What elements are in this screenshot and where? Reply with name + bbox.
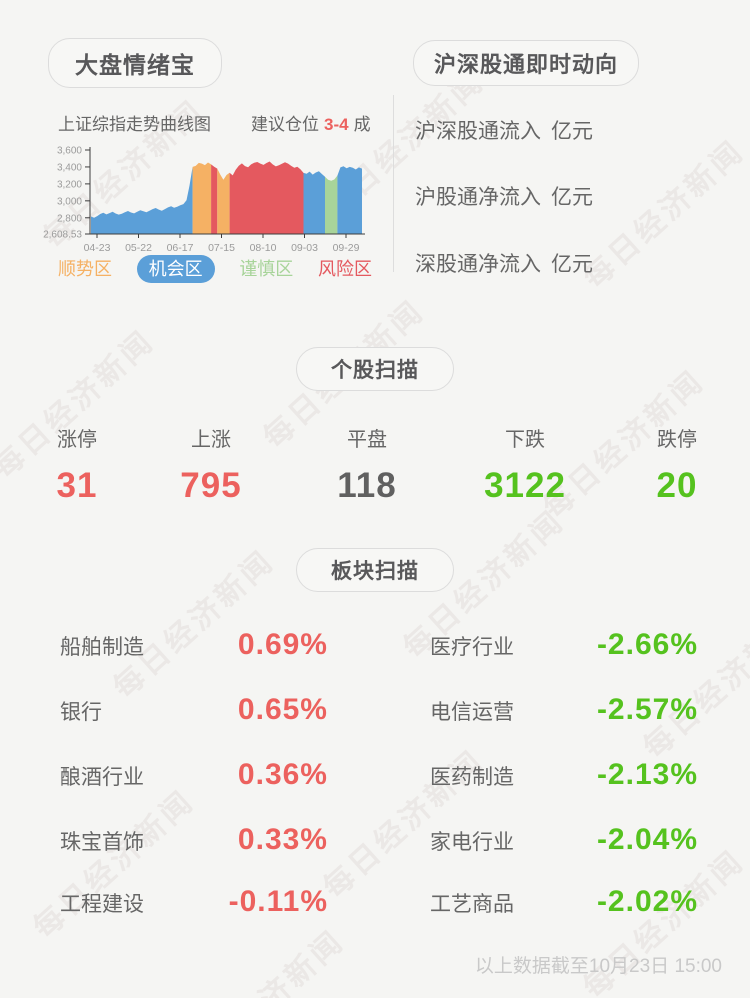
- stat-down: 下跌 3122: [460, 423, 590, 506]
- stock-connect-label: 深股通净流入: [415, 253, 541, 276]
- sector-name: 电信运营: [430, 701, 514, 724]
- stat-value: 3122: [484, 466, 566, 505]
- stat-label: 涨停: [57, 429, 97, 451]
- sector-name: 银行: [60, 701, 102, 724]
- sector-scan-section-title: 板块扫描: [296, 548, 454, 592]
- sector-row: 家电行业 -2.04%: [430, 823, 698, 857]
- data-cutoff-note: 以上数据截至10月23日 15:00: [474, 956, 722, 977]
- stat-label: 平盘: [347, 429, 387, 451]
- sector-row: 工艺商品 -2.02%: [430, 885, 698, 919]
- svg-text:07-15: 07-15: [208, 242, 235, 254]
- sector-pct: 0.69%: [237, 628, 328, 661]
- stat-flat: 平盘 118: [302, 423, 432, 506]
- legend-caution-zone: 谨慎区: [239, 259, 294, 279]
- stat-label: 下跌: [505, 429, 545, 451]
- stock-connect-unit: 亿元: [551, 186, 593, 209]
- sector-pct: -0.11%: [228, 885, 328, 918]
- svg-text:09-03: 09-03: [291, 242, 318, 254]
- stock-connect-row-hs-inflow: 沪深股通流入 亿元: [415, 115, 593, 145]
- stat-label: 跌停: [657, 429, 697, 451]
- stat-value: 795: [180, 466, 242, 505]
- stat-label: 上涨: [191, 429, 231, 451]
- sector-name: 工程建设: [60, 893, 144, 916]
- sector-row: 珠宝首饰 0.33%: [60, 823, 328, 857]
- sector-pct: 0.65%: [237, 693, 328, 726]
- sector-row: 工程建设 -0.11%: [60, 885, 328, 919]
- svg-text:05-22: 05-22: [125, 242, 152, 254]
- sector-row: 酿酒行业 0.36%: [60, 758, 328, 792]
- stock-connect-label: 沪股通净流入: [415, 186, 541, 209]
- sector-pct: -2.57%: [596, 693, 698, 726]
- svg-text:2,608.53: 2,608.53: [43, 230, 82, 241]
- svg-text:2,800: 2,800: [57, 213, 82, 224]
- svg-text:04-23: 04-23: [84, 242, 111, 254]
- stock-connect-unit: 亿元: [551, 253, 593, 276]
- legend-risk-zone: 风险区: [317, 259, 372, 279]
- svg-text:09-29: 09-29: [333, 242, 360, 254]
- sector-name: 医药制造: [430, 766, 514, 789]
- sector-row: 医药制造 -2.13%: [430, 758, 698, 792]
- svg-text:3,000: 3,000: [57, 196, 82, 207]
- svg-text:06-17: 06-17: [167, 242, 194, 254]
- stat-value: 118: [337, 466, 397, 505]
- stat-limit-up: 涨停 31: [12, 423, 142, 506]
- sentiment-chart-box: 3,600 3,400 3,200 3,000 2,800 2,608.53 04-23 05…: [40, 144, 370, 258]
- stock-connect-section-title: 沪深股通即时动向: [413, 40, 640, 86]
- sector-name: 珠宝首饰: [60, 831, 144, 854]
- sector-row: 船舶制造 0.69%: [60, 628, 328, 662]
- suggestion-value: 3-4: [324, 115, 349, 134]
- svg-text:3,400: 3,400: [57, 162, 82, 173]
- sector-pct: -2.13%: [596, 758, 698, 791]
- sector-name: 家电行业: [430, 831, 514, 854]
- svg-text:3,200: 3,200: [57, 179, 82, 190]
- legend-opportunity-zone: 机会区: [136, 255, 215, 283]
- sector-name: 工艺商品: [430, 893, 514, 916]
- stock-connect-row-sh-net-inflow: 沪股通净流入 亿元: [415, 181, 593, 211]
- svg-text:3,600: 3,600: [57, 146, 82, 157]
- stat-value: 31: [56, 466, 98, 505]
- svg-text:08-10: 08-10: [250, 242, 277, 254]
- sector-pct: -2.66%: [596, 628, 698, 661]
- sector-row: 医疗行业 -2.66%: [430, 628, 698, 662]
- stat-up: 上涨 795: [146, 423, 276, 506]
- sector-pct: 0.33%: [237, 823, 328, 856]
- sector-scan-title-wrap: 板块扫描: [0, 548, 750, 592]
- stock-scan-section-title: 个股扫描: [296, 347, 454, 391]
- sector-name: 医疗行业: [430, 636, 514, 659]
- stock-connect-label: 沪深股通流入: [415, 120, 541, 143]
- sentiment-section-title: 大盘情绪宝: [48, 38, 222, 88]
- sector-row: 银行 0.65%: [60, 693, 328, 727]
- stock-connect-row-sz-net-inflow: 深股通净流入 亿元: [415, 248, 593, 278]
- stat-limit-down: 跌停 20: [612, 423, 742, 506]
- chart-title: 上证综指走势曲线图: [58, 115, 211, 134]
- sector-name: 船舶制造: [60, 636, 144, 659]
- sector-name: 酿酒行业: [60, 766, 144, 789]
- sector-pct: -2.04%: [596, 823, 698, 856]
- sector-pct: -2.02%: [596, 885, 698, 918]
- suggestion-unit: 成: [353, 115, 371, 134]
- position-suggestion: 建议仓位 3-4 成: [251, 110, 371, 135]
- stock-connect-unit: 亿元: [551, 120, 593, 143]
- legend-trend-zone: 顺势区: [58, 259, 112, 279]
- sector-pct: 0.36%: [237, 758, 328, 791]
- suggestion-label: 建议仓位: [251, 115, 319, 134]
- zone-legend: 顺势区 机会区 谨慎区 风险区: [58, 255, 372, 283]
- stat-value: 20: [656, 466, 698, 505]
- stock-scan-title-wrap: 个股扫描: [0, 347, 750, 391]
- vertical-divider: [393, 95, 394, 272]
- sector-row: 电信运营 -2.57%: [430, 693, 698, 727]
